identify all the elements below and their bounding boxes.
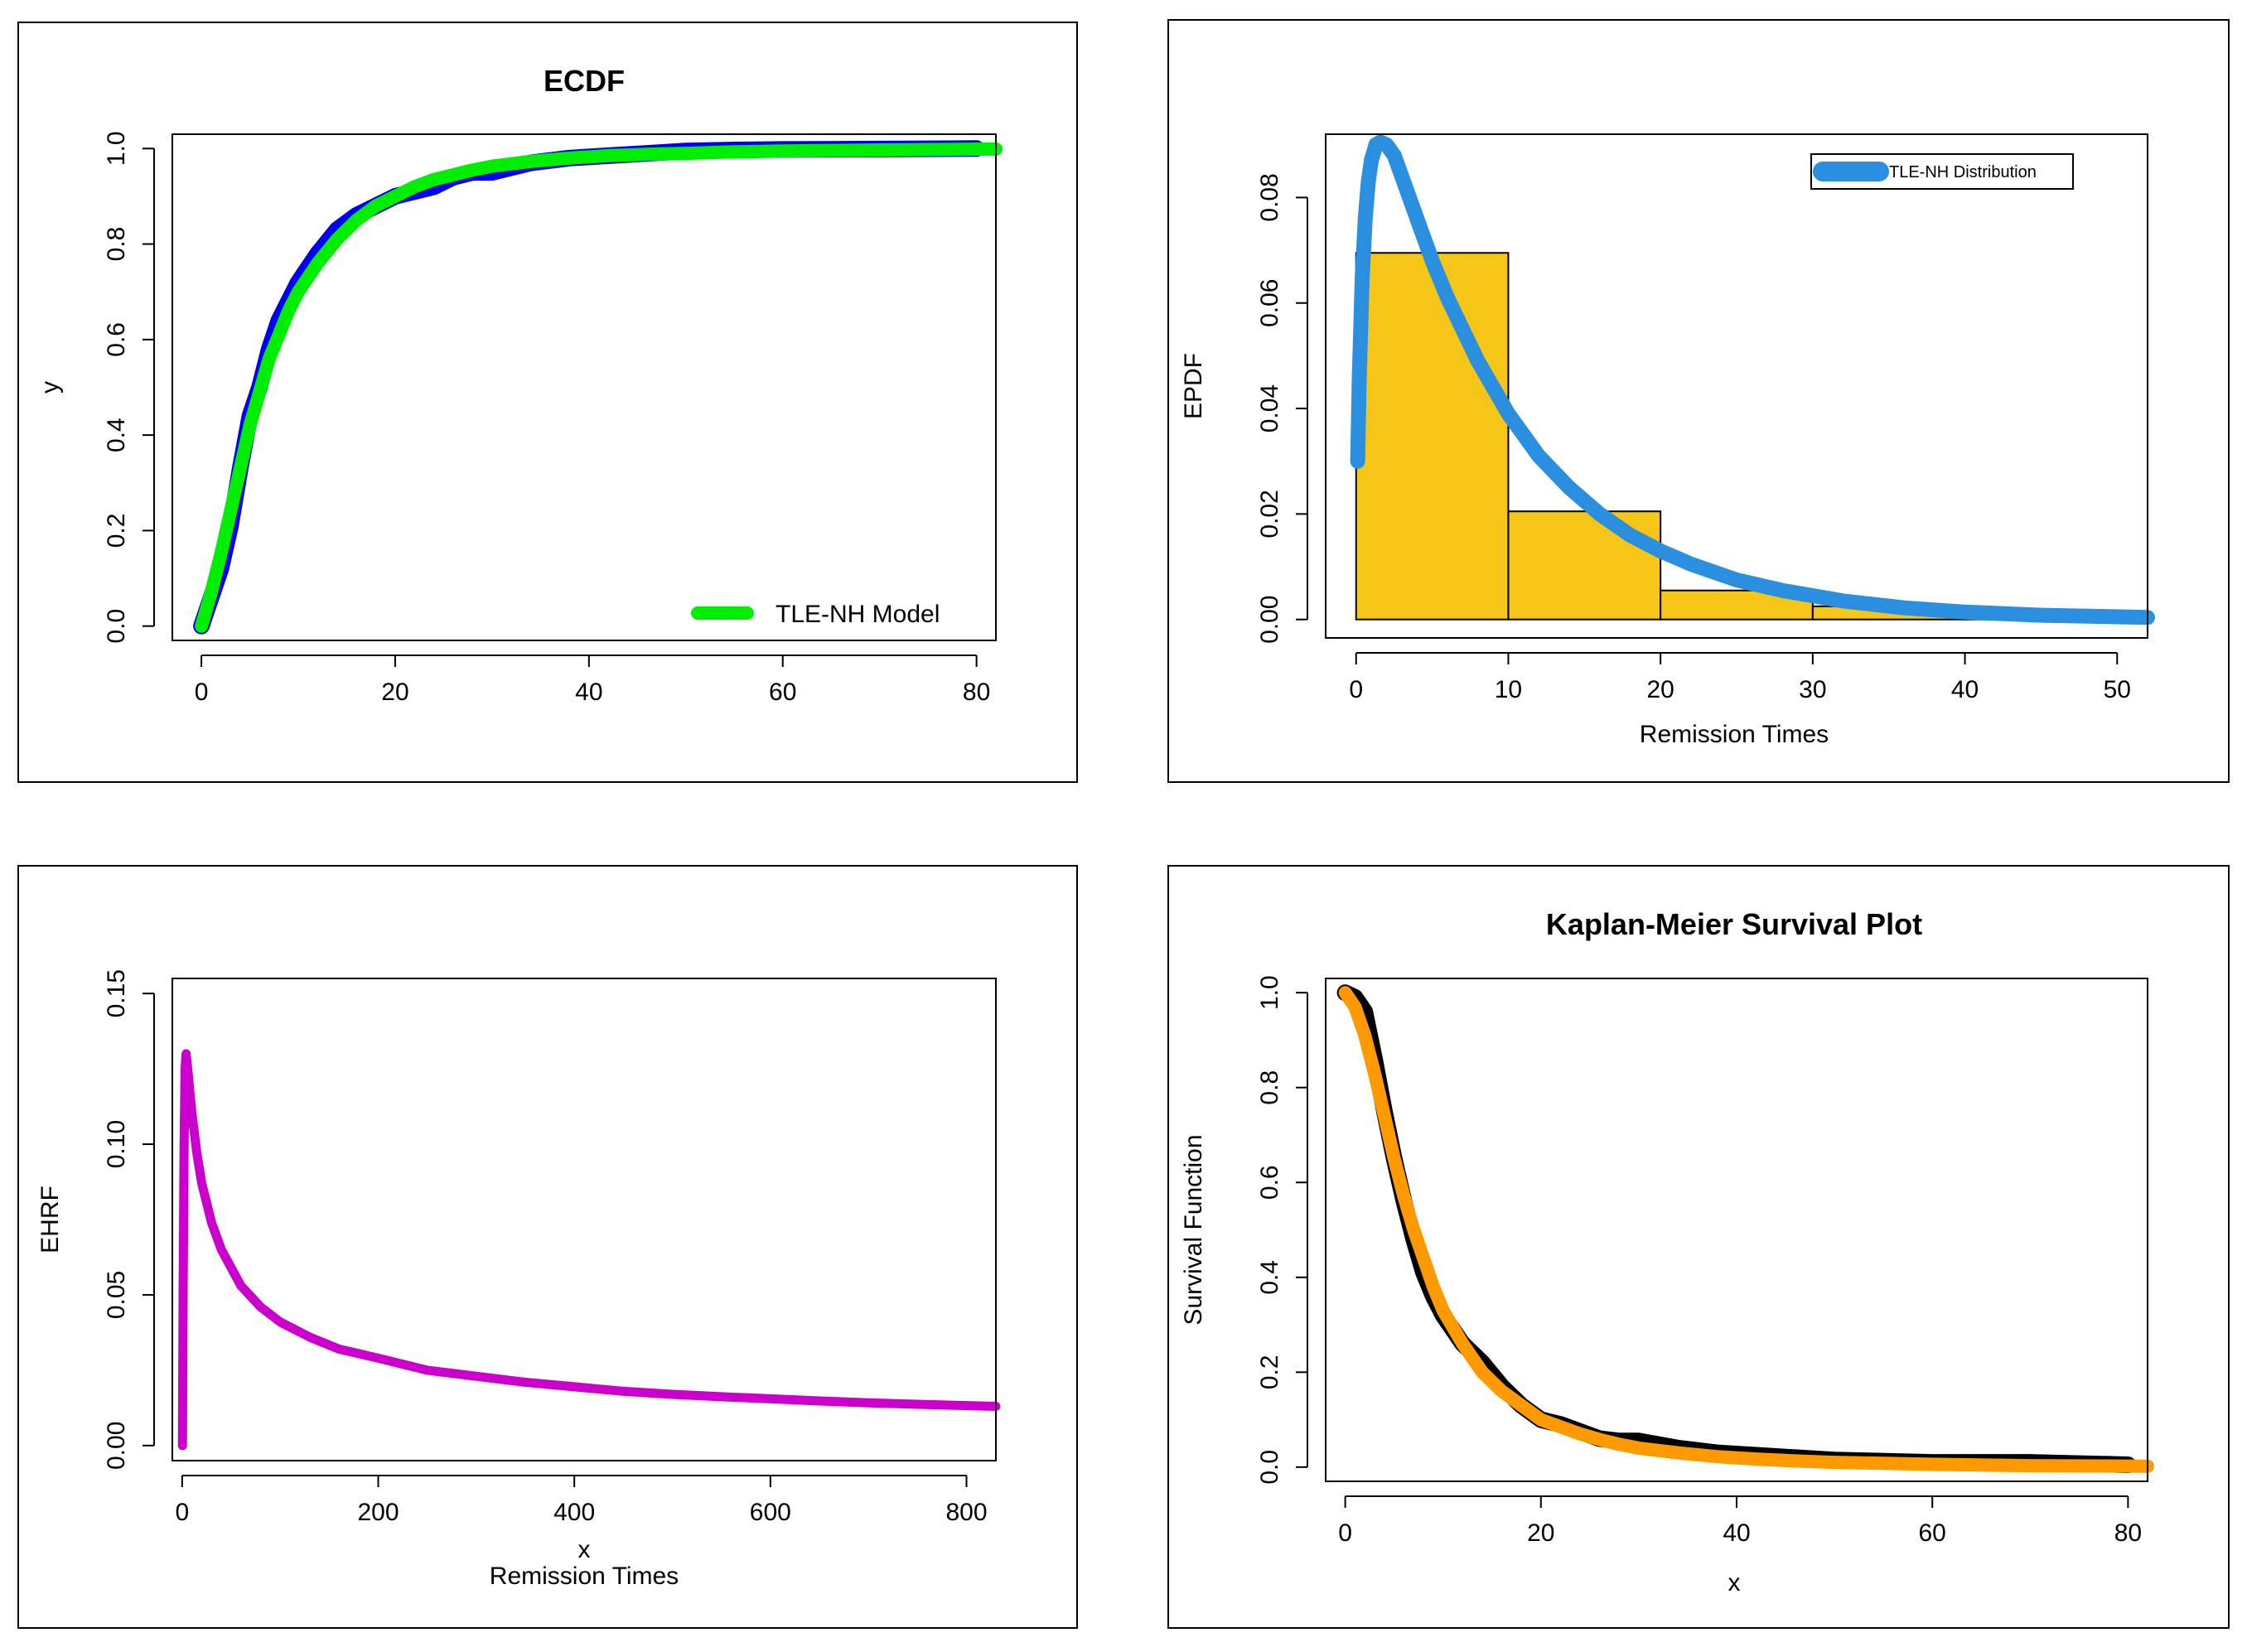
y-tick-label: 0.06 (1256, 279, 1283, 327)
x-tick-label: 20 (1527, 1519, 1554, 1547)
x-tick-label: 20 (1646, 676, 1674, 703)
x-tick-label: 0 (1338, 1519, 1352, 1547)
y-tick-label: 0.8 (103, 227, 130, 262)
series-line-model-survival (1338, 986, 2154, 1473)
plot-area-box (172, 978, 997, 1461)
y-tick-label: 0.2 (1256, 1355, 1283, 1389)
ecdf-chart: 0 20 40 60 80 0.0 0.2 0.4 0.6 0.8 1.0 ECDF y TLE-NH M… (36, 64, 1003, 706)
y-tick-label: 0.10 (103, 1120, 130, 1168)
panel-km-frame (1167, 865, 2230, 1629)
x-tick-label: 80 (963, 679, 990, 706)
y-tick-label: 0.8 (1256, 1070, 1283, 1105)
x-tick-label: 40 (1723, 1519, 1750, 1547)
panel-epdf-frame (1167, 19, 2230, 783)
plot-area-box (172, 133, 997, 641)
y-axis-label: Survival Function (1180, 1134, 1207, 1325)
panel-ecdf-frame (17, 22, 1078, 783)
y-tick-label: 1.0 (103, 131, 130, 166)
y-tick-label: 0.08 (1256, 173, 1283, 221)
x-tick-label: 200 (357, 1499, 399, 1526)
legend-label: TLE-NH Model (776, 601, 940, 628)
x-tick-label: 60 (769, 679, 796, 706)
series-line-ehrf (177, 1049, 1001, 1451)
chart-title: ECDF (544, 64, 625, 98)
y-tick-label: 1.0 (1256, 975, 1283, 1010)
y-axis-label: EHRF (36, 1186, 64, 1253)
x-tick-label: 0 (175, 1499, 189, 1526)
y-tick-label: 0.02 (1256, 490, 1283, 538)
y-tick-label: 0.04 (1256, 384, 1283, 432)
y-tick-label: 0.0 (103, 609, 130, 644)
x-tick-label: 10 (1495, 676, 1522, 703)
panel-ehrf-frame (17, 865, 1078, 1629)
y-tick-label: 0.00 (1256, 596, 1283, 644)
y-tick-label: 0.05 (103, 1271, 130, 1319)
x-axis-label-secondary: Remission Times (490, 1563, 679, 1590)
y-tick-label: 0.0 (1256, 1450, 1283, 1485)
km-chart: 0 20 40 60 80 0.0 0.2 0.4 0.6 0.8 1.0 Kaplan-Meier … (1180, 907, 2154, 1596)
plot-area-box (1325, 133, 2148, 639)
chart-title: Kaplan-Meier Survival Plot (1546, 907, 1922, 941)
x-tick-label: 0 (1349, 676, 1363, 703)
series-line-tle-nh-distribution (1350, 134, 2155, 626)
y-tick-label: 0.2 (103, 514, 130, 548)
ehrf-chart: 0 200 400 600 800 0.00 0.05 0.10 0.15 xRemission … (36, 969, 1001, 1590)
x-tick-label: 20 (381, 679, 408, 706)
x-tick-label: 50 (2104, 676, 2131, 703)
x-tick-label: 40 (575, 679, 602, 706)
x-tick-label: 80 (2114, 1519, 2142, 1547)
y-tick-label: 0.4 (1256, 1260, 1283, 1295)
x-tick-label: 800 (945, 1499, 987, 1526)
y-tick-label: 0.6 (1256, 1165, 1283, 1200)
x-tick-label: 30 (1799, 676, 1826, 703)
y-tick-label: 0.15 (103, 969, 130, 1017)
x-axis-label: x (578, 1536, 591, 1563)
y-tick-label: 0.00 (103, 1422, 130, 1470)
y-tick-label: 0.4 (103, 418, 130, 452)
y-axis-label: y (36, 381, 64, 394)
series-line-tle-nh-model (195, 142, 1003, 633)
y-axis-label: EPDF (1180, 353, 1207, 419)
plot-area-box (1325, 978, 2148, 1482)
epdf-chart: 0 10 20 30 40 50 0.00 0.02 0.04 0.06 0.08 Remission… (1180, 133, 2155, 748)
x-tick-label: 400 (553, 1499, 595, 1526)
histogram-bar-1 (1507, 510, 1662, 621)
x-axis-label: x (1728, 1569, 1741, 1596)
x-tick-label: 0 (195, 679, 209, 706)
x-tick-label: 40 (1951, 676, 1979, 703)
histogram-bar-0 (1355, 252, 1510, 621)
x-tick-label: 600 (750, 1499, 791, 1526)
x-tick-label: 60 (1919, 1519, 1946, 1547)
x-axis-label: Remission Times (1640, 721, 1829, 748)
legend-label: TLE-NH Distribution (1889, 163, 2037, 181)
y-tick-label: 0.6 (103, 322, 130, 357)
